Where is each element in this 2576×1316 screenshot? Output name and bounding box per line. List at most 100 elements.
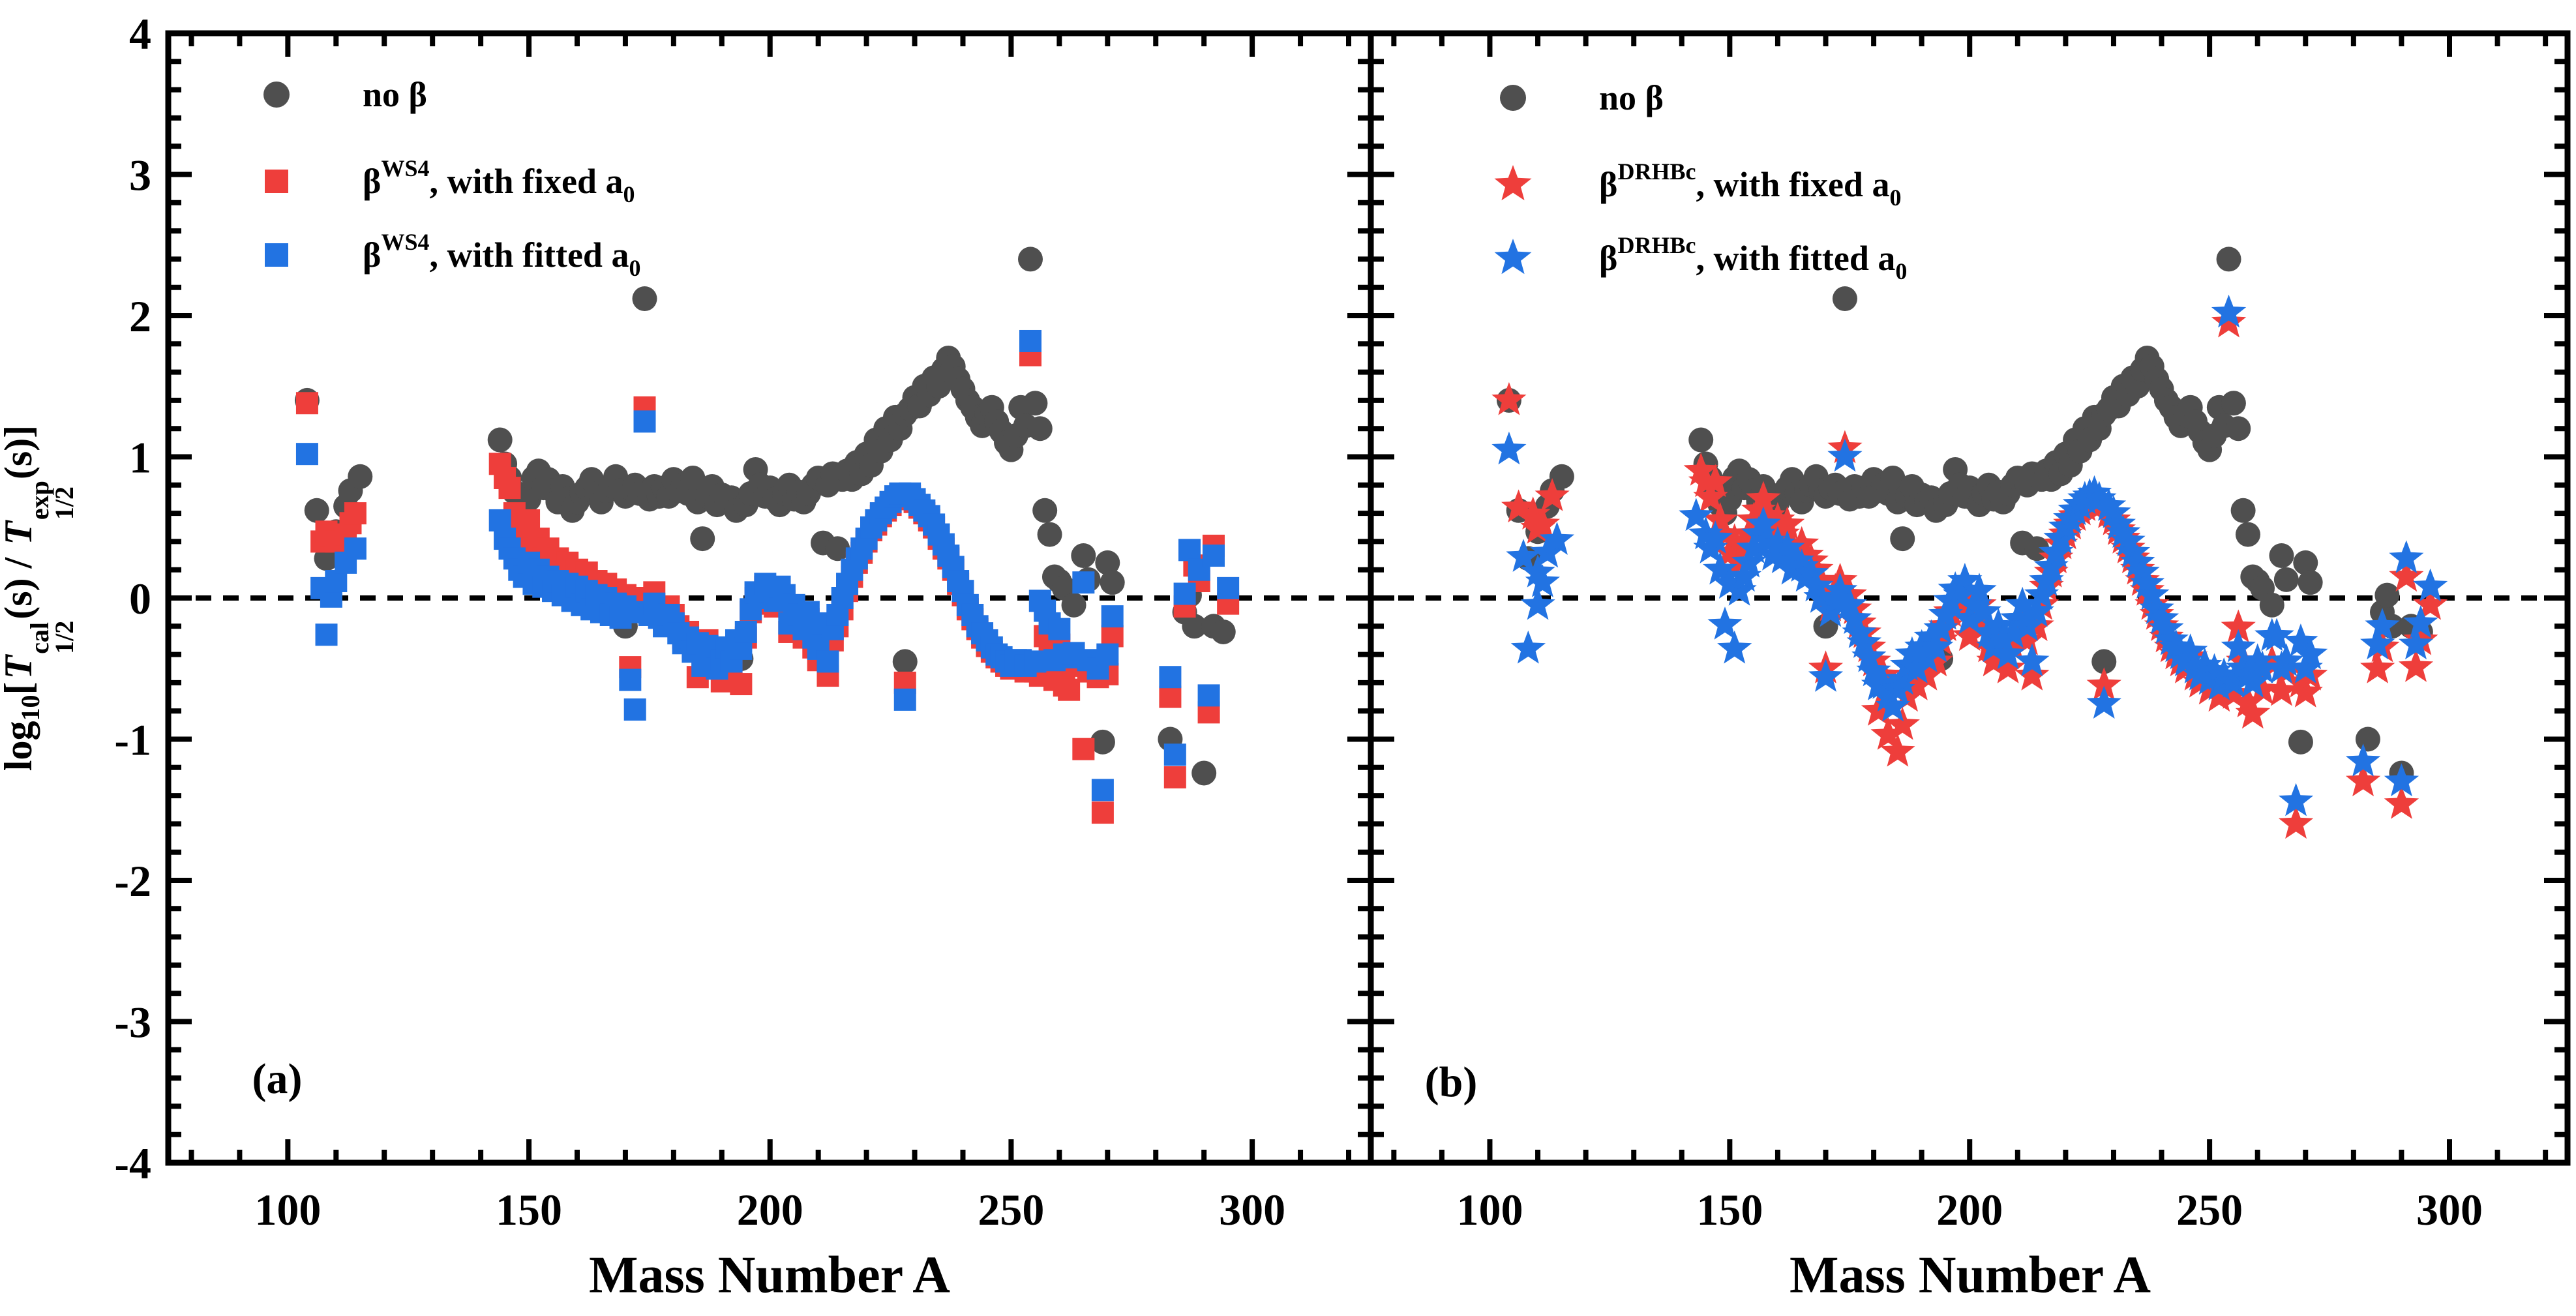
x-axis-title-a: Mass Number A xyxy=(588,1246,951,1304)
scatter-point xyxy=(2288,729,2313,755)
scatter-point xyxy=(498,477,521,500)
scatter-point xyxy=(1866,666,1901,699)
x-tick-label: 300 xyxy=(1219,1185,1285,1234)
scatter-point xyxy=(2384,786,2419,819)
scatter-point xyxy=(1191,760,1217,786)
scatter-point xyxy=(2206,657,2241,691)
scatter-point xyxy=(2374,582,2400,608)
scatter-point xyxy=(1525,564,1560,597)
scatter-point xyxy=(1899,667,1934,700)
scatter-point xyxy=(1693,479,1728,513)
scatter-point xyxy=(680,465,706,490)
y-title-log: log xyxy=(0,721,40,771)
scatter-point xyxy=(2259,592,2284,618)
scatter-point xyxy=(1760,526,1795,560)
scatter-point xyxy=(1846,625,1881,658)
panel-b-tag: (b) xyxy=(1424,1058,1478,1106)
scatter-point xyxy=(1962,573,1997,606)
scatter-point xyxy=(1789,537,1824,571)
scatter-point xyxy=(2086,685,2121,719)
scatter-point xyxy=(1870,678,1906,712)
scatter-point xyxy=(1549,464,1574,489)
legend-b-blue-star-marker-icon xyxy=(1494,239,1532,275)
y-tick-label: 3 xyxy=(129,151,151,200)
scatter-point xyxy=(1966,608,2001,641)
scatter-point xyxy=(1736,530,1771,563)
scatter-point xyxy=(2283,623,2318,657)
y-title-mid: (s) / xyxy=(0,547,40,620)
y-title-T2-scripts: exp 1/2 xyxy=(25,481,79,520)
panel-b-series-2 xyxy=(1491,294,2448,816)
legend-b-label-fixed-sub: 0 xyxy=(1889,185,1902,211)
y-tick-label: 0 xyxy=(129,574,151,623)
scatter-point xyxy=(2115,534,2150,568)
legend-a-label-fixed-sup: WS4 xyxy=(381,155,430,181)
scatter-point xyxy=(825,536,850,561)
scatter-point xyxy=(1091,779,1114,801)
scatter-point xyxy=(2235,695,2270,729)
x-tick-label: 200 xyxy=(1936,1185,2003,1234)
legend-a-label-fixed: βWS4, with fixed a0 xyxy=(363,147,635,215)
scatter-point xyxy=(2082,481,2117,515)
scatter-point xyxy=(2221,629,2256,663)
scatter-point xyxy=(1703,501,1738,535)
legend-b-label-fitted-sup: DRHBc xyxy=(1617,232,1696,258)
legend-b-label-fitted-rest: , with fitted a xyxy=(1696,239,1896,278)
scatter-point xyxy=(2101,506,2136,540)
legend-b-label-no-beta: no β xyxy=(1599,77,1664,119)
scatter-point xyxy=(1750,498,1786,531)
scatter-point xyxy=(619,668,642,691)
scatter-point xyxy=(1885,706,1920,740)
scatter-point xyxy=(487,427,513,453)
x-tick-label: 100 xyxy=(1456,1185,1523,1234)
y-title-T1-sub: 1/2 xyxy=(50,620,79,654)
scatter-point xyxy=(1890,678,1925,712)
y-tick-label: 1 xyxy=(129,433,151,483)
scatter-point xyxy=(1717,523,1752,557)
scatter-point xyxy=(1822,573,1858,606)
scatter-point xyxy=(1832,286,1857,312)
scatter-point xyxy=(1981,608,2016,641)
scatter-point xyxy=(1712,565,1747,599)
scatter-point xyxy=(1731,544,1767,578)
scatter-point xyxy=(1539,522,1575,555)
scatter-point xyxy=(1173,582,1196,605)
x-tick-label: 100 xyxy=(254,1185,321,1234)
scatter-point xyxy=(1923,621,1958,655)
scatter-point xyxy=(1928,597,1964,630)
scatter-point xyxy=(1090,729,1115,755)
scatter-point xyxy=(623,698,646,721)
scatter-point xyxy=(295,443,318,466)
legend-a-row-fixed: βWS4, with fixed a0 xyxy=(256,147,635,215)
scatter-point xyxy=(2106,515,2141,548)
y-title-T1-sup: cal xyxy=(25,622,54,654)
scatter-point xyxy=(2221,391,2246,416)
scatter-point xyxy=(690,526,715,552)
scatter-point xyxy=(2254,644,2290,678)
y-tick-label: 4 xyxy=(129,9,151,59)
panel-a: 100 150 200 250 300 -4 -3 -2 -1 0 1 2 3 4 xyxy=(114,9,1371,1234)
scatter-point xyxy=(1942,576,1978,610)
scatter-point xyxy=(2345,743,2381,777)
scatter-point xyxy=(1703,551,1738,585)
scatter-point xyxy=(1210,619,1236,644)
scatter-point xyxy=(2288,650,2323,683)
legend-a-label-fixed-rest: , with fixed a xyxy=(429,162,623,201)
scatter-point xyxy=(1679,498,1714,531)
scatter-point xyxy=(1909,638,1944,672)
legend-b-label-fixed-sup: DRHBc xyxy=(1617,158,1696,185)
scatter-point xyxy=(2403,605,2438,638)
scatter-point xyxy=(892,649,918,674)
scatter-point xyxy=(1919,643,1954,677)
scatter-point xyxy=(2345,763,2381,797)
scatter-point xyxy=(1019,329,1042,352)
y-tick-label: -3 xyxy=(114,998,151,1047)
y-tick-label: -1 xyxy=(114,715,151,765)
scatter-point xyxy=(2278,783,2314,816)
scatter-point xyxy=(2211,304,2247,338)
scatter-point xyxy=(1784,526,1820,560)
scatter-point xyxy=(304,498,329,523)
scatter-point xyxy=(1971,615,2007,648)
scatter-point xyxy=(1178,539,1201,561)
